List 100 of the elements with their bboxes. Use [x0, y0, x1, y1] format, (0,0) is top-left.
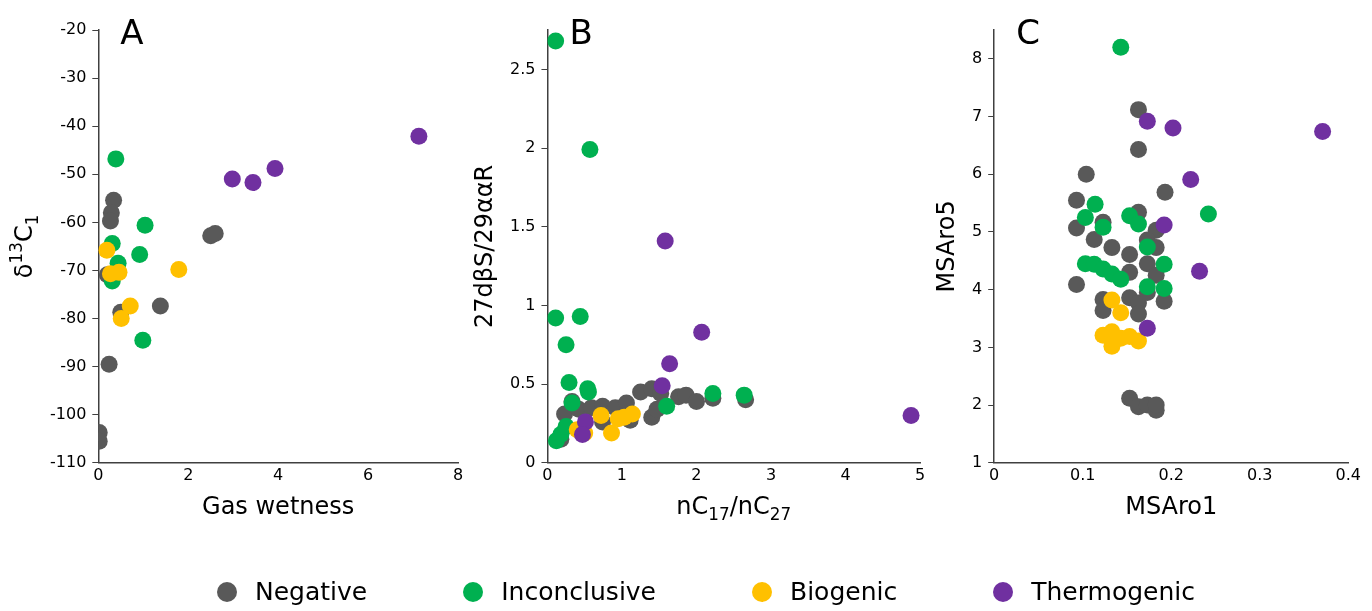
- point: [1094, 218, 1112, 236]
- y-tick-label: 1: [525, 294, 536, 314]
- y-tick-label: -90: [60, 355, 87, 375]
- point: [603, 424, 621, 442]
- y-tick-label: -80: [60, 307, 87, 327]
- point: [266, 160, 284, 177]
- y-tick-label: -70: [60, 259, 87, 279]
- point: [704, 385, 722, 403]
- chart-title: A: [120, 11, 144, 52]
- y-tick-label: 1.5: [509, 215, 536, 235]
- point: [136, 216, 154, 234]
- point: [653, 377, 671, 395]
- x-tick-label: 0.4: [1335, 464, 1361, 484]
- point: [1129, 140, 1147, 158]
- point: [112, 310, 130, 328]
- x-tick-label: 0.2: [1158, 464, 1184, 484]
- point: [170, 260, 188, 278]
- x-tick-label: 8: [452, 464, 464, 484]
- legend-label: Biogenic: [790, 577, 898, 606]
- x-axis-title: Gas wetness: [202, 492, 355, 521]
- x-tick-label: 2: [691, 464, 702, 484]
- point: [560, 374, 578, 392]
- y-tick-label: 2: [971, 394, 983, 414]
- point: [151, 297, 169, 315]
- point: [410, 127, 428, 145]
- chart-title: C: [1016, 11, 1040, 52]
- point: [1103, 239, 1121, 257]
- x-tick-label: 2: [183, 464, 194, 484]
- x-tick-label: 4: [273, 464, 284, 484]
- point: [547, 32, 565, 50]
- x-tick-label: 5: [914, 464, 926, 484]
- y-tick-label: 0.5: [509, 373, 536, 393]
- point: [547, 309, 565, 327]
- y-axis-title: δ13C1: [5, 214, 42, 279]
- y-tick-label: -30: [60, 67, 87, 87]
- point: [223, 170, 241, 188]
- x-tick-label: 0.3: [1247, 464, 1273, 484]
- y-tick-label: 0: [525, 451, 536, 471]
- point: [1191, 262, 1209, 280]
- point: [1138, 112, 1156, 130]
- y-tick-label: 2.5: [509, 58, 536, 78]
- y-tick-label: 6: [971, 163, 983, 183]
- point: [1155, 216, 1173, 234]
- x-tick-label: 3: [765, 464, 777, 484]
- point: [1129, 101, 1147, 119]
- point: [107, 150, 125, 168]
- point: [1155, 280, 1173, 298]
- point: [581, 141, 599, 159]
- point: [623, 405, 641, 423]
- x-tick-label: 0.1: [1069, 464, 1096, 484]
- y-tick-label: -110: [50, 451, 87, 471]
- point: [1164, 119, 1182, 137]
- point: [134, 331, 152, 349]
- point: [1085, 230, 1103, 248]
- y-tick-label: 8: [971, 48, 983, 68]
- x-tick-label: 1: [616, 464, 628, 484]
- point: [98, 241, 116, 259]
- point: [1156, 183, 1174, 201]
- x-tick-label: 6: [362, 464, 374, 484]
- point: [661, 355, 679, 373]
- point: [1068, 275, 1086, 293]
- y-axis-title: MSAro5: [932, 200, 961, 293]
- point: [658, 397, 676, 415]
- point: [131, 246, 149, 264]
- point: [1068, 191, 1086, 209]
- point: [1138, 238, 1156, 256]
- point: [206, 224, 224, 242]
- point: [1199, 205, 1217, 223]
- point: [1103, 291, 1121, 309]
- point: [571, 307, 589, 325]
- y-tick-label: -50: [60, 163, 87, 183]
- legend-label: Thermogenic: [1031, 577, 1195, 606]
- point: [735, 386, 753, 404]
- x-tick-label: 0: [93, 464, 104, 484]
- point: [1138, 278, 1156, 296]
- legend-label: Inconclusive: [501, 577, 657, 606]
- x-tick-label: 4: [840, 464, 851, 484]
- point: [1138, 319, 1156, 337]
- chart-title: B: [569, 11, 593, 52]
- y-tick-label: 2: [525, 137, 536, 157]
- y-tick-label: 1: [971, 451, 983, 471]
- point: [1129, 215, 1147, 233]
- y-tick-label: 5: [971, 221, 983, 241]
- point: [557, 336, 575, 354]
- x-axis-title: MSAro1: [1125, 492, 1218, 521]
- point: [1077, 165, 1095, 183]
- y-axis-title: 27dβS/29ααR: [470, 164, 499, 329]
- point: [902, 407, 920, 425]
- point: [1086, 195, 1104, 213]
- y-tick-label: -100: [50, 403, 87, 423]
- point: [1112, 304, 1130, 322]
- legend-label: Negative: [255, 577, 368, 606]
- point: [1112, 270, 1130, 288]
- x-tick-label: 0: [542, 464, 553, 484]
- y-tick-label: 7: [971, 105, 983, 125]
- point: [1138, 255, 1156, 273]
- point: [244, 173, 262, 191]
- point: [1076, 209, 1094, 227]
- y-tick-label: 3: [971, 336, 983, 356]
- y-tick-label: 4: [971, 278, 983, 298]
